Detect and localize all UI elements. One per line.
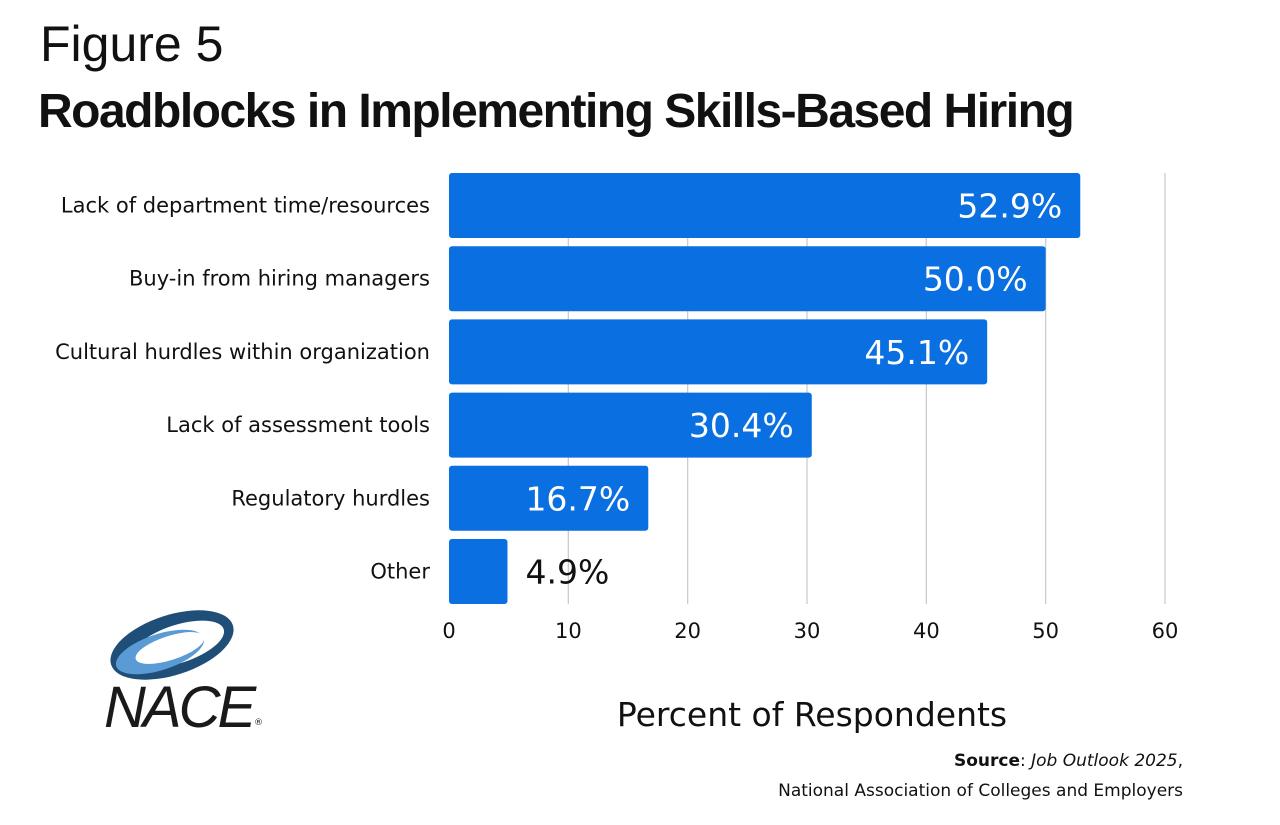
category-label: Lack of department time/resources: [61, 194, 430, 218]
bar: [449, 392, 812, 458]
bar: [449, 539, 508, 604]
bar-chart: Lack of department time/resources Buy-in …: [55, 173, 1178, 734]
x-tick-label: 20: [674, 619, 701, 643]
category-label: Cultural hurdles within organization: [55, 340, 430, 364]
category-labels: Lack of department time/resources Buy-in …: [55, 194, 430, 584]
bar: [449, 319, 988, 385]
registered-mark: ®: [254, 718, 263, 728]
data-label: 16.7%: [525, 479, 630, 518]
data-label: 30.4%: [689, 406, 794, 445]
source-publication: Job Outlook 2025: [1031, 751, 1178, 771]
data-labels: 52.9% 50.0% 45.1% 30.4% 16.7% 4.9%: [525, 187, 1062, 592]
category-label: Lack of assessment tools: [166, 413, 430, 437]
x-tick-label: 30: [794, 619, 821, 643]
category-label: Regulatory hurdles: [231, 486, 430, 510]
data-label: 50.0%: [923, 260, 1028, 299]
source-note: Source: Job Outlook 2025, National Assoc…: [778, 746, 1183, 806]
x-tick-label: 60: [1152, 619, 1179, 643]
nace-logo-icon: [110, 610, 234, 680]
source-label: Source: [953, 751, 1020, 771]
x-tick-label: 0: [442, 619, 455, 643]
chart-title: Roadblocks in Implementing Skills-Based …: [38, 85, 1075, 138]
bar: [449, 465, 649, 531]
category-label: Other: [370, 560, 430, 584]
gridlines: [567, 173, 1166, 604]
figure-label: Figure 5: [40, 16, 224, 72]
data-label: 4.9%: [525, 553, 609, 592]
bar: [449, 173, 1081, 238]
logo-text: NACE: [104, 675, 256, 740]
category-label: Buy-in from hiring managers: [129, 267, 430, 291]
bar: [449, 246, 1046, 312]
bars: [449, 173, 1081, 604]
x-tick-labels: 0 10 20 30 40 50 60: [442, 619, 1178, 643]
data-label: 52.9%: [957, 187, 1062, 226]
data-label: 45.1%: [864, 333, 969, 372]
source-organization: National Association of Colleges and Emp…: [778, 781, 1183, 801]
x-tick-label: 50: [1032, 619, 1059, 643]
x-tick-label: 10: [555, 619, 582, 643]
x-tick-label: 40: [913, 619, 940, 643]
x-axis-title: Percent of Respondents: [617, 695, 1007, 734]
